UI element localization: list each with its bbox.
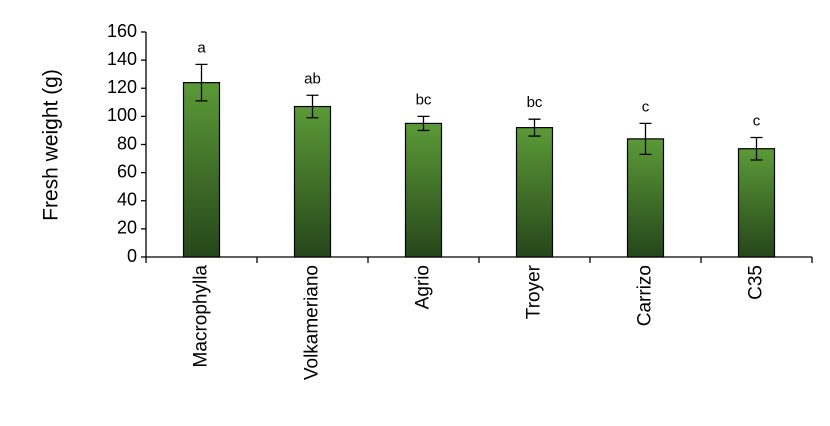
y-tick-label: 0 [127,246,137,266]
x-tick-label: Troyer [524,264,545,319]
bar [626,138,665,258]
bar [737,148,776,258]
y-tick-label: 40 [117,190,137,210]
x-tick-label: C35 [746,265,767,300]
error-bar [528,118,541,137]
error-bar [195,63,208,102]
bar [182,82,221,258]
y-tick-label: 60 [117,161,137,181]
significance-letter: a [197,39,206,56]
significance-letter: ab [304,70,321,87]
error-bar [306,94,319,119]
y-tick-label: 20 [117,218,137,238]
y-tick-label: 140 [107,49,137,69]
x-tick-label: Agrio [413,265,434,309]
error-bar [639,122,652,155]
bar [515,127,554,258]
significance-letter: bc [416,91,432,108]
y-tick-label: 100 [107,105,137,125]
y-tick-label: 120 [107,77,137,97]
error-bar [417,115,430,132]
bar [293,105,332,258]
y-tick-label: 160 [107,21,137,41]
x-tick-label: Volkameriano [302,265,323,380]
significance-letter: c [642,98,650,115]
significance-letter: bc [527,94,543,111]
y-tick-label: 80 [117,133,137,153]
y-axis-label: Fresh weight (g) [40,69,63,221]
x-tick-label: Carrizo [635,265,656,326]
x-tick-label: Macrophylla [191,265,212,368]
significance-letter: c [753,112,761,129]
error-bar [750,136,763,161]
bar [404,122,443,258]
